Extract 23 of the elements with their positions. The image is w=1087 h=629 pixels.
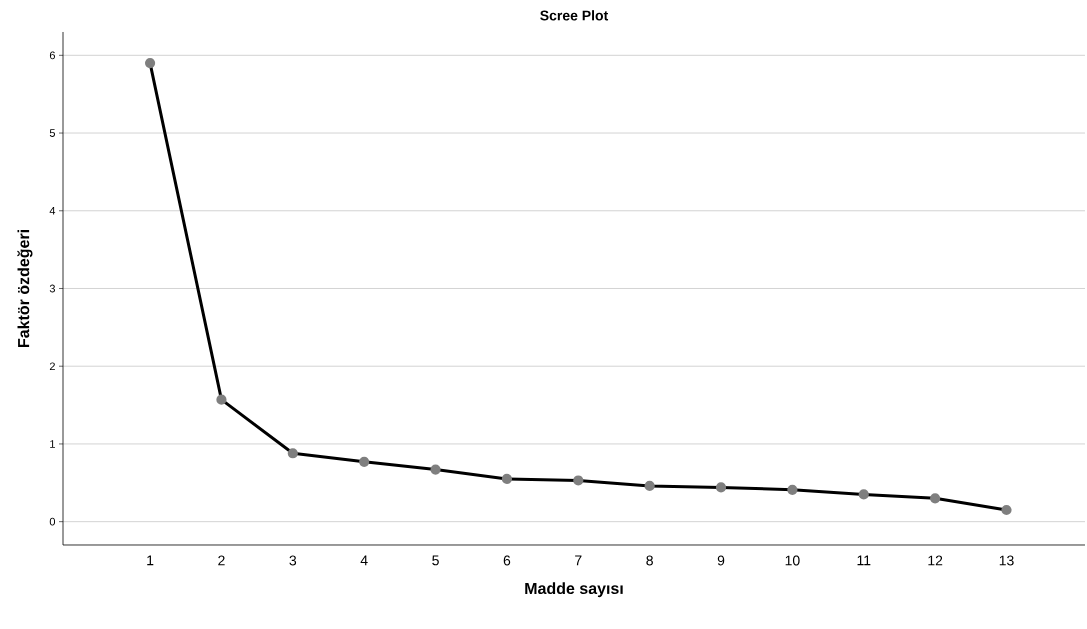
x-axis-title: Madde sayısı [525,582,623,598]
y-axis-title: Faktör özdeğeri [17,230,33,347]
y-tick-label: 0 [49,517,56,526]
x-tick-label: 4 [360,555,368,566]
x-tick-label: 7 [575,555,582,566]
x-tick-label: 8 [646,555,653,566]
x-tick-label: 2 [218,555,225,566]
y-tick-label: 1 [50,440,55,448]
chart-title: Scree Plot [540,10,609,21]
x-tick-label: 1 [147,555,154,566]
x-tick-label: 10 [785,555,800,566]
x-tick-label: 6 [503,555,511,566]
x-tick-label: 12 [928,555,943,566]
x-tick-label: 3 [289,555,297,566]
y-tick-label: 4 [49,206,56,215]
x-tick-label: 5 [432,555,439,566]
y-tick-label: 5 [49,129,56,137]
y-tick-label: 6 [49,51,55,60]
y-tick-label: 3 [49,284,55,293]
x-tick-label: 11 [857,555,871,566]
y-tick-label: 2 [49,362,55,371]
x-tick-label: 13 [999,555,1014,566]
x-tick-label: 9 [717,555,725,566]
